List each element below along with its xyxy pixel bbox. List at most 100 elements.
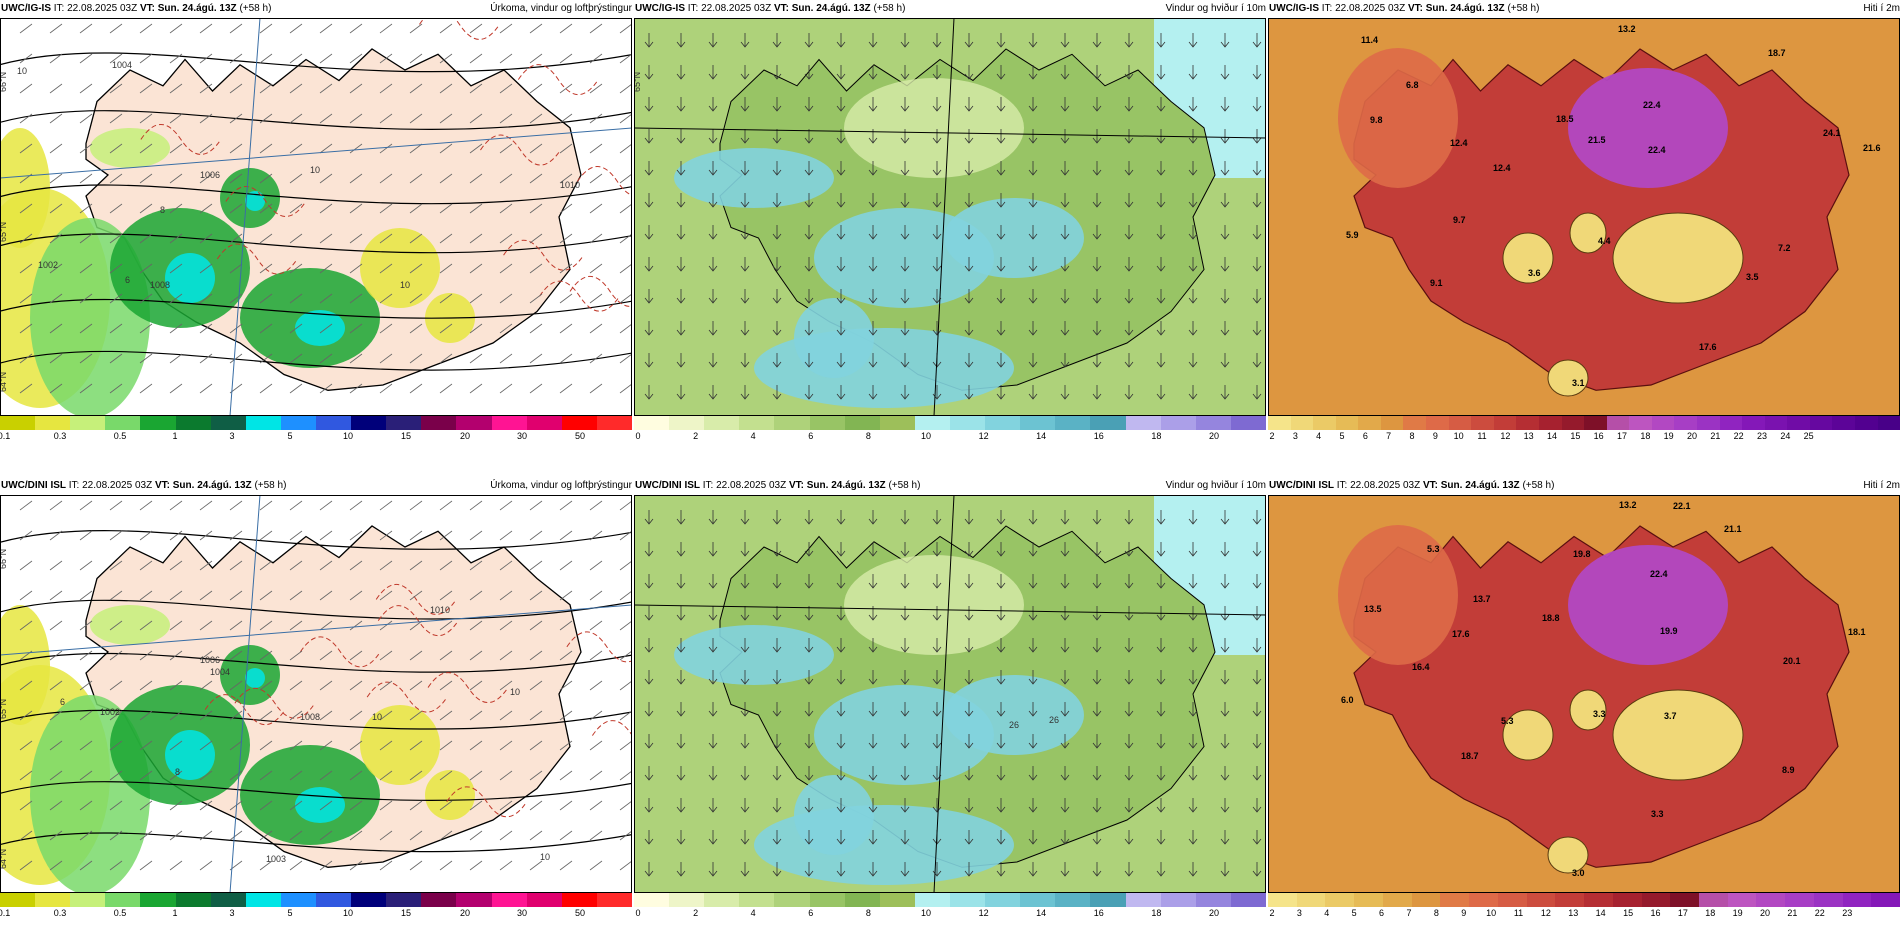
wind-arrow <box>836 289 846 304</box>
wind-barb <box>109 263 123 274</box>
wind-arrow <box>676 766 686 781</box>
wind-barb <box>139 113 153 124</box>
legend-swatch <box>421 893 457 907</box>
wind-barb <box>259 740 273 751</box>
map-panel-3: UWC/IG-IS IT: 22.08.2025 03Z VT: Sun. 24… <box>1268 0 1900 460</box>
panel-title: Vindur og hviður í 10m <box>1165 480 1266 491</box>
wind-arrow <box>1252 766 1262 781</box>
wind-barb <box>619 590 632 601</box>
wind-barb <box>439 203 453 214</box>
legend-swatch <box>315 893 352 907</box>
wind-barb <box>199 680 213 691</box>
wind-barb <box>49 590 63 601</box>
wind-arrow <box>1252 798 1262 813</box>
wind-barb <box>589 740 603 751</box>
wind-barb <box>79 113 93 124</box>
wind-arrow <box>868 638 878 653</box>
wind-arrow <box>804 353 814 368</box>
wind-barb <box>619 323 632 334</box>
strong-wind-area <box>754 805 1014 885</box>
legend-tick-label: 0.5 <box>113 908 127 918</box>
wind-barb <box>589 233 603 244</box>
wind-barb <box>199 83 213 94</box>
wind-arrow <box>900 161 910 176</box>
wind-barb <box>289 53 303 64</box>
legend-swatch <box>844 416 880 430</box>
legend-swatch <box>879 893 915 907</box>
wind-arrow <box>740 510 750 525</box>
map-value-label: 1004 <box>210 667 230 677</box>
map-area: 1006 1008 1010 1002 1004 1003 10 10 10 8 6 66°N 65°N… <box>0 495 632 893</box>
wind-barb <box>589 800 603 811</box>
wind-barb <box>319 680 333 691</box>
wind-barb <box>139 353 153 364</box>
model-name: UWC/DINI ISL <box>1269 480 1334 491</box>
wind-arrow <box>1188 510 1198 525</box>
wind-barb <box>109 113 123 124</box>
wind-arrow <box>772 385 782 400</box>
latitude-label: 65°N <box>0 222 8 242</box>
wind-barb <box>529 770 543 781</box>
legend-swatch <box>245 416 281 430</box>
wind-arrow <box>900 702 910 717</box>
wind-barb <box>109 173 123 184</box>
wind-barb <box>199 860 213 871</box>
wind-barb <box>439 23 453 34</box>
wind-arrow <box>836 574 846 589</box>
legend-swatch <box>809 416 845 430</box>
wind-barb <box>289 530 303 541</box>
wind-barb <box>259 860 273 871</box>
panel-title: Vindur og hviður í 10m <box>1165 3 1266 14</box>
wind-arrow <box>1220 798 1230 813</box>
wind-barb <box>559 143 573 154</box>
color-legend-bar <box>0 893 632 907</box>
wind-barb <box>559 113 573 124</box>
wind-barb <box>139 263 153 274</box>
wind-barb <box>319 293 333 304</box>
wind-arrow <box>708 510 718 525</box>
wind-barb <box>229 143 243 154</box>
wind-barb <box>199 500 213 511</box>
wind-arrow <box>1252 97 1262 112</box>
wind-arrow <box>1252 510 1262 525</box>
wind-barb <box>199 740 213 751</box>
legend-swatch <box>1471 416 1494 430</box>
wind-arrow <box>1156 670 1166 685</box>
wind-barb <box>139 173 153 184</box>
glacier-area <box>1612 212 1744 304</box>
wind-barb <box>229 530 243 541</box>
wind-barb <box>109 500 123 511</box>
wind-barb <box>19 263 33 274</box>
wind-arrow <box>1060 638 1070 653</box>
wind-arrow <box>772 510 782 525</box>
wind-arrow <box>1156 353 1166 368</box>
legend-tick-label: 0.5 <box>113 431 127 441</box>
wind-arrow <box>836 510 846 525</box>
legend-swatch <box>949 893 986 907</box>
legend-swatch <box>669 416 705 430</box>
wind-barb <box>409 500 423 511</box>
wind-arrow <box>868 510 878 525</box>
map-value-label: 8.9 <box>1782 765 1795 775</box>
legend-swatch <box>1440 893 1470 907</box>
wind-barb <box>49 860 63 871</box>
wind-barb <box>199 800 213 811</box>
wind-barb <box>499 113 513 124</box>
isobar-line <box>0 233 632 254</box>
wind-arrow <box>804 225 814 240</box>
glacier-area <box>1502 232 1554 284</box>
wind-barb <box>619 770 632 781</box>
wind-arrow <box>1124 257 1134 272</box>
wind-barb <box>109 830 123 841</box>
wind-arrow <box>1156 161 1166 176</box>
model-name: UWC/IG-IS <box>1269 3 1319 14</box>
legend-swatch <box>35 416 71 430</box>
valid-time: Sun. 24.ágú. 13Z <box>172 480 252 491</box>
precip-area <box>295 787 345 823</box>
wind-barb <box>469 680 483 691</box>
wind-barb <box>259 590 273 601</box>
wind-arrow <box>772 734 782 749</box>
legend-tick-label: 2 <box>693 431 699 441</box>
wind-barb <box>49 293 63 304</box>
map-value-label: 22.1 <box>1673 501 1691 511</box>
